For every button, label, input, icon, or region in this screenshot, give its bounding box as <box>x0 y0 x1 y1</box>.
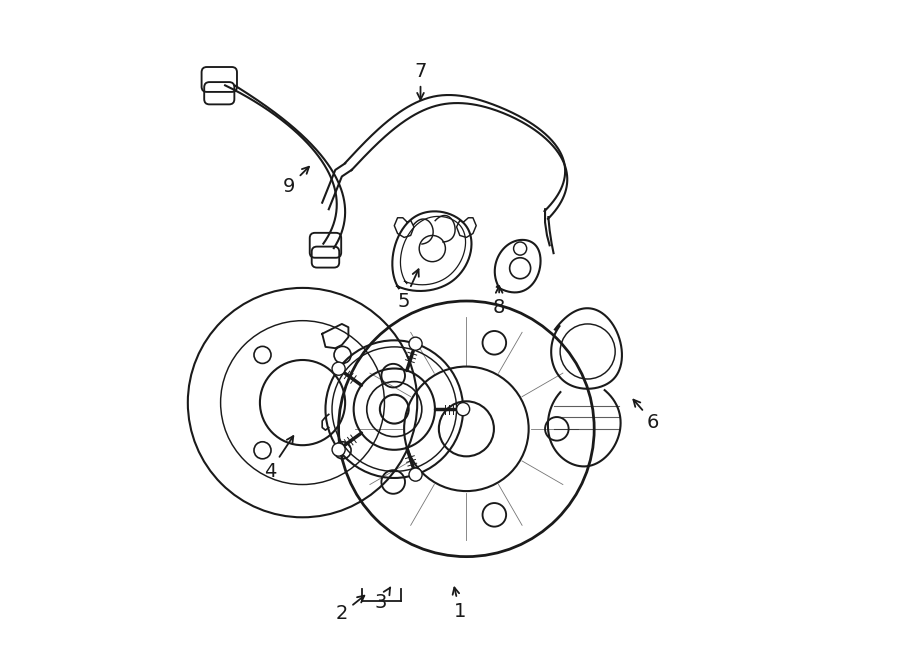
Text: 8: 8 <box>493 286 505 317</box>
Text: 3: 3 <box>375 588 391 612</box>
Text: 7: 7 <box>414 62 427 100</box>
Circle shape <box>456 403 470 416</box>
Circle shape <box>409 468 422 481</box>
Text: 4: 4 <box>264 436 293 481</box>
Text: 6: 6 <box>634 400 660 432</box>
Circle shape <box>409 337 422 350</box>
Text: 5: 5 <box>398 269 418 311</box>
Circle shape <box>332 443 346 456</box>
Text: 1: 1 <box>453 588 466 621</box>
Text: 9: 9 <box>284 167 309 196</box>
Text: 2: 2 <box>336 596 364 623</box>
Circle shape <box>332 362 346 375</box>
